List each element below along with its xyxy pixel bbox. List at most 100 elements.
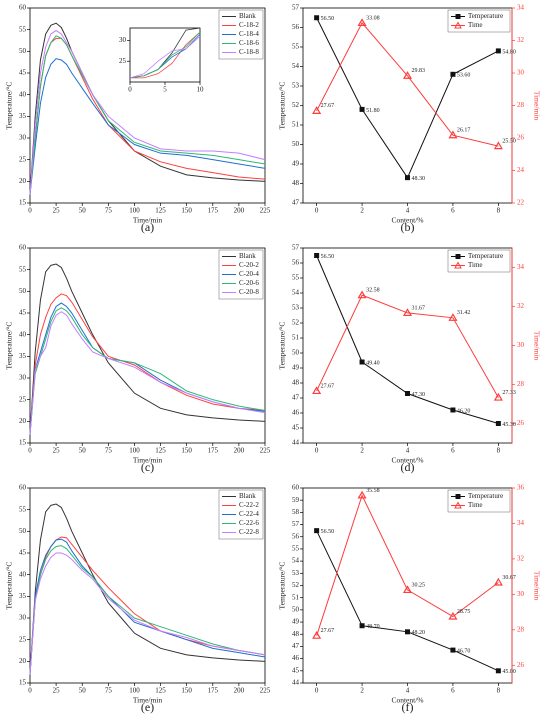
y-tick-label: 52 xyxy=(292,319,300,327)
y-tick-label: 50 xyxy=(292,349,300,357)
marker xyxy=(495,668,501,674)
x-tick-label: 4 xyxy=(406,447,410,455)
value-label: 54.80 xyxy=(502,49,516,55)
y-axis-title: Temperature/°C xyxy=(278,82,287,130)
y-tick-label: 40 xyxy=(19,90,27,98)
y-tick-label: 20 xyxy=(19,177,27,185)
y-tick-label: 45 xyxy=(292,666,300,674)
value-label: 30.67 xyxy=(502,575,516,581)
y-tick-label: 59 xyxy=(292,496,300,504)
y-tick-label: 35 xyxy=(19,592,27,600)
x-tick-label: 0 xyxy=(28,687,32,695)
x-axis-title: Content/% xyxy=(391,216,423,225)
value-label: 56.50 xyxy=(321,254,335,260)
marker xyxy=(405,629,410,635)
y-tick-label: 48 xyxy=(292,630,300,638)
value-label: 29.83 xyxy=(412,68,426,74)
y2-tick-label: 34 xyxy=(517,519,525,527)
x-tick-label: 100 xyxy=(129,207,140,215)
marker xyxy=(450,71,456,77)
marker xyxy=(314,253,320,258)
x-tick-label: 200 xyxy=(234,687,245,695)
series-line xyxy=(29,552,266,675)
series-line xyxy=(316,494,499,636)
y-tick-label: 30 xyxy=(19,134,27,142)
y-tick-label: 60 xyxy=(19,244,27,252)
value-label: 48.20 xyxy=(412,630,426,636)
y-tick-label: 51 xyxy=(292,121,300,129)
y-tick-label: 49 xyxy=(292,364,300,372)
y2-tick-label: 28 xyxy=(517,101,525,109)
y-tick-label: 45 xyxy=(19,549,27,557)
x-tick-label: 100 xyxy=(129,447,140,455)
legend-label: Time xyxy=(468,21,483,29)
x-tick-label: 4 xyxy=(406,687,410,695)
marker xyxy=(359,359,365,365)
y-tick-label: 40 xyxy=(19,570,27,578)
value-label: 48.70 xyxy=(366,624,380,630)
marker xyxy=(312,106,322,114)
y-tick-label: 54 xyxy=(292,62,300,70)
plot-frame xyxy=(129,27,201,83)
y2-tick-label: 30 xyxy=(517,69,525,77)
x-tick-label: 200 xyxy=(234,207,245,215)
series-line xyxy=(316,294,499,398)
y-tick-label: 44 xyxy=(292,439,300,447)
y-tick-label: 47 xyxy=(292,199,300,207)
y-tick-label: 15 xyxy=(19,199,27,207)
marker xyxy=(402,71,413,79)
marker xyxy=(495,421,501,426)
y-tick-label: 50 xyxy=(292,605,300,613)
x-tick-label: 0 xyxy=(128,86,132,94)
legend-box xyxy=(447,489,511,513)
value-label: 56.50 xyxy=(321,529,335,535)
y-tick-label: 56 xyxy=(292,259,300,267)
x-tick-label: 0 xyxy=(315,447,319,455)
y-tick-label: 52 xyxy=(292,581,300,589)
marker xyxy=(450,647,456,653)
panel-label: (b) xyxy=(401,220,415,234)
marker xyxy=(450,407,456,413)
y-tick-label: 25 xyxy=(19,635,27,643)
y-axis-title: Temperature/°C xyxy=(5,322,14,370)
x-tick-label: 8 xyxy=(497,687,501,695)
marker xyxy=(405,391,410,396)
value-label: 51.80 xyxy=(366,108,380,114)
x-tick-label: 125 xyxy=(155,687,166,695)
panel-label: (e) xyxy=(141,700,154,714)
x-tick-label: 2 xyxy=(360,447,364,455)
y2-tick-label: 30 xyxy=(517,341,525,349)
legend-label: C-22-4 xyxy=(239,510,259,518)
x-tick-label: 75 xyxy=(105,687,113,695)
y2-tick-label: 32 xyxy=(517,36,525,44)
y2-tick-label: 30 xyxy=(517,590,525,598)
value-label: 25.50 xyxy=(502,139,516,145)
series-line xyxy=(29,545,266,675)
x-tick-label: 50 xyxy=(79,447,87,455)
y-tick-label: 60 xyxy=(292,484,300,492)
x-tick-label: 175 xyxy=(208,687,219,695)
y-tick-label: 51 xyxy=(292,334,300,342)
series-line xyxy=(29,35,266,195)
legend-box xyxy=(447,249,511,273)
y2-tick-label: 26 xyxy=(517,134,525,142)
marker xyxy=(402,585,413,594)
y-tick-label: 55 xyxy=(19,25,27,33)
y-tick-label: 55 xyxy=(292,43,300,51)
series-line xyxy=(29,538,266,675)
value-label: 46.70 xyxy=(457,648,471,654)
legend-label: C-20-6 xyxy=(239,279,259,287)
value-label: 45.30 xyxy=(502,422,516,428)
series-line xyxy=(29,503,266,675)
x-tick-label: 100 xyxy=(129,687,140,695)
series-line xyxy=(29,58,266,195)
x-tick-label: 200 xyxy=(234,447,245,455)
legend-box xyxy=(218,489,264,540)
marker xyxy=(448,130,458,139)
x-tick-label: 25 xyxy=(53,447,61,455)
x-tick-label: 25 xyxy=(53,687,61,695)
marker xyxy=(314,15,320,21)
legend-box xyxy=(447,9,511,33)
series-line xyxy=(29,29,266,195)
legend-marker xyxy=(454,501,462,509)
